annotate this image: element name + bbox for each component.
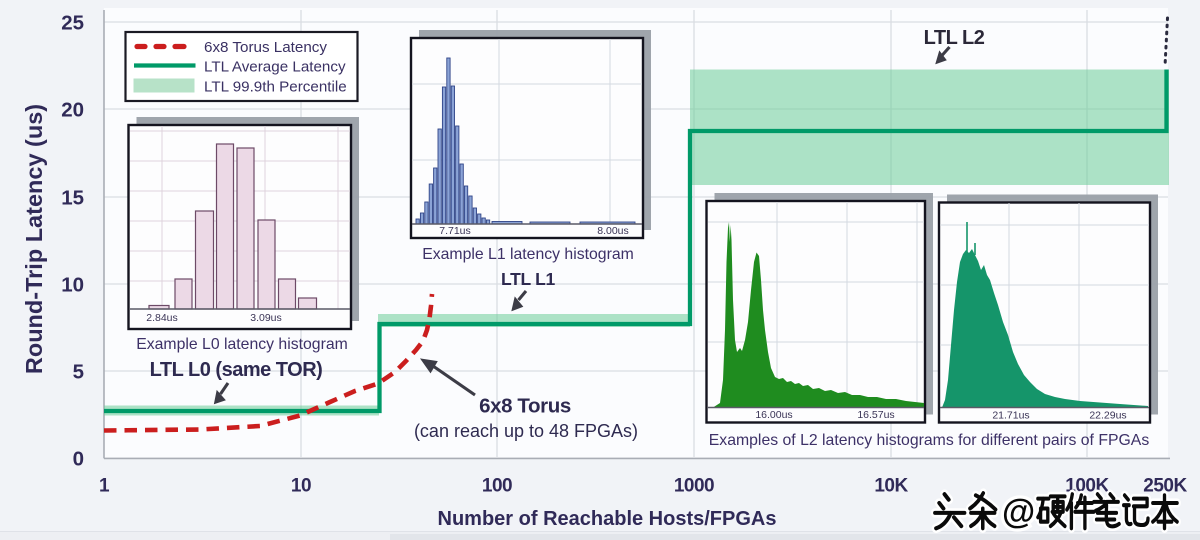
- svg-text:Example L0 latency histogram: Example L0 latency histogram: [136, 336, 348, 353]
- svg-text:Example L1 latency histogram: Example L1 latency histogram: [422, 246, 634, 263]
- svg-text:2.84us: 2.84us: [146, 312, 178, 324]
- svg-text:LTL 99.9th Percentile: LTL 99.9th Percentile: [204, 79, 347, 96]
- svg-text:LTL L2: LTL L2: [924, 27, 985, 49]
- svg-text:10: 10: [61, 274, 84, 297]
- svg-text:0: 0: [73, 448, 84, 471]
- svg-text:(can reach up to 48 FPGAs): (can reach up to 48 FPGAs): [414, 421, 638, 441]
- svg-text:22.29us: 22.29us: [1089, 410, 1126, 422]
- svg-text:15: 15: [61, 187, 84, 210]
- svg-text:LTL L0 (same TOR): LTL L0 (same TOR): [150, 359, 323, 381]
- svg-text:100: 100: [482, 476, 512, 497]
- svg-text:5: 5: [73, 361, 84, 384]
- svg-text:Round-Trip Latency (us): Round-Trip Latency (us): [21, 104, 47, 374]
- svg-text:20: 20: [61, 99, 84, 122]
- svg-text:10K: 10K: [874, 476, 908, 497]
- svg-text:8.00us: 8.00us: [597, 225, 629, 237]
- svg-text:1000: 1000: [674, 476, 714, 497]
- svg-text:7.71us: 7.71us: [439, 225, 471, 237]
- svg-text:25: 25: [61, 12, 84, 35]
- svg-text:LTL Average Latency: LTL Average Latency: [204, 59, 346, 76]
- svg-text:Number of Reachable Hosts/FPGA: Number of Reachable Hosts/FPGAs: [438, 508, 777, 530]
- svg-text:Examples of L2 latency histogr: Examples of L2 latency histograms for di…: [709, 432, 1150, 449]
- svg-text:3.09us: 3.09us: [250, 312, 282, 324]
- svg-text:6x8 Torus Latency: 6x8 Torus Latency: [204, 39, 327, 56]
- svg-text:@: @: [1002, 493, 1035, 531]
- svg-text:16.57us: 16.57us: [857, 409, 894, 421]
- svg-text:10: 10: [291, 476, 311, 497]
- svg-text:LTL L1: LTL L1: [501, 269, 556, 289]
- svg-text:6x8 Torus: 6x8 Torus: [479, 395, 571, 418]
- svg-text:250K: 250K: [1143, 476, 1187, 497]
- svg-text:16.00us: 16.00us: [755, 409, 792, 421]
- svg-text:21.71us: 21.71us: [992, 410, 1029, 422]
- svg-text:1: 1: [99, 476, 110, 497]
